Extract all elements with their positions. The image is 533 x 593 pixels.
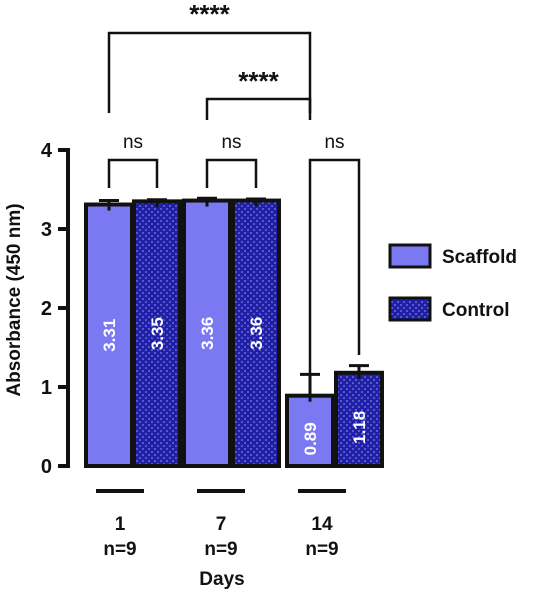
x-tick-sample-size: n=9 [204,539,237,560]
significance-bracket-label: ns [123,132,143,153]
bar [132,199,182,468]
significance-bracket [107,31,312,113]
y-tick-label: 0 [41,456,52,478]
y-tick-label: 2 [41,298,52,320]
legend: Scaffold Control [388,243,517,322]
significance-bracket [107,158,159,188]
legend-label: Control [442,300,510,321]
y-tick-label: 4 [41,140,53,162]
significance-bracket [205,97,312,120]
y-axis-title: Absorbance (450 nm) [4,203,25,396]
data-label: 3.35 [148,317,167,350]
x-axis-title: Days [199,569,244,590]
x-tick-label: 7 [216,514,227,535]
bar [285,393,335,468]
data-label: 3.36 [198,317,217,350]
y-tick-label: 3 [41,219,52,241]
x-tick-sample-size: n=9 [103,539,136,560]
x-tick-label: 14 [311,514,333,535]
significance-bracket [205,158,258,188]
bar [231,198,281,468]
data-label: 3.31 [100,319,119,352]
x-tick-sample-size: n=9 [305,539,338,560]
significance-bracket-label: ns [221,132,241,153]
x-tick-label: 1 [115,514,126,535]
y-tick-label: 1 [41,377,52,399]
significance-bracket-label: ns [324,132,344,153]
data-label: 0.89 [301,422,320,455]
legend-label: Scaffold [442,247,517,268]
legend-swatch [388,296,432,322]
significance-bracket [308,158,361,375]
significance-bracket-label: **** [189,0,230,29]
significance-bracket-label: **** [238,66,279,96]
data-label: 1.18 [350,411,369,444]
data-label: 3.36 [247,317,266,350]
plot-area: 0 1 2 3 4 1 n=9 7 n=9 14 n=9 3.31 3.36 0.89 3.35 3.36 1.… [41,0,384,560]
bar [182,198,232,468]
legend-swatch [388,243,432,269]
